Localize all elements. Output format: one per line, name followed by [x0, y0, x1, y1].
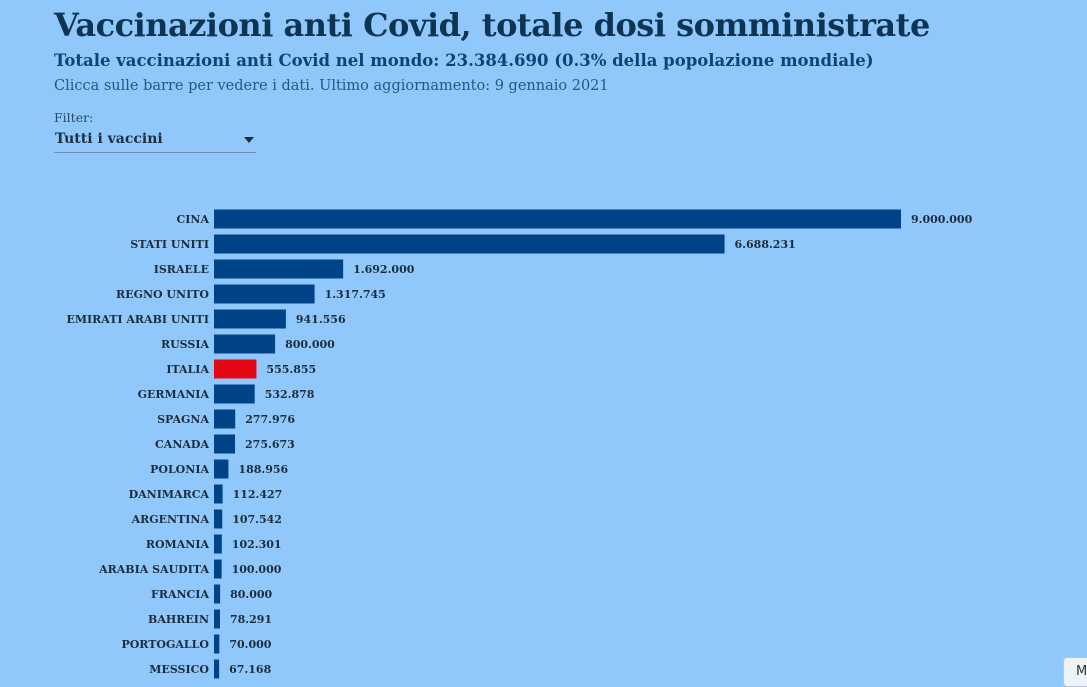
category-label: FRANCIA	[151, 588, 209, 601]
value-label: 80.000	[230, 588, 272, 601]
bar-chart: CINA 9.000.000 STATI UNITI 6.688.231 ISRAELE…	[66, 209, 973, 679]
bar-canada[interactable]	[214, 434, 236, 454]
bar-cina[interactable]	[214, 209, 901, 229]
category-label: CINA	[177, 213, 210, 226]
value-label: 555.855	[266, 363, 316, 376]
chevron-down-icon	[244, 137, 254, 143]
value-label: 112.427	[233, 488, 283, 501]
value-label: 70.000	[229, 638, 271, 651]
bar-francia[interactable]	[214, 584, 221, 604]
filter-label: Filter:	[54, 110, 94, 125]
bar-bahrein[interactable]	[214, 609, 220, 629]
category-label: REGNO UNITO	[116, 288, 209, 301]
category-label: ROMANIA	[146, 538, 210, 551]
bar-polonia[interactable]	[214, 459, 229, 479]
bar-stati-uniti[interactable]	[214, 234, 725, 254]
bar-argentina[interactable]	[214, 509, 223, 529]
category-label: ISRAELE	[154, 263, 209, 276]
value-label: 1.692.000	[353, 263, 415, 276]
category-label: POLONIA	[150, 463, 209, 476]
category-label: SPAGNA	[157, 413, 209, 426]
page-title: Vaccinazioni anti Covid, totale dosi som…	[54, 6, 930, 44]
category-label: STATI UNITI	[130, 238, 209, 251]
value-label: 532.878	[265, 388, 315, 401]
bar-russia[interactable]	[214, 334, 276, 354]
category-label: ARGENTINA	[131, 513, 210, 526]
category-label: GERMANIA	[138, 388, 210, 401]
bar-arabia-saudita[interactable]	[214, 559, 222, 579]
category-label: EMIRATI ARABI UNITI	[66, 313, 209, 326]
bar-messico[interactable]	[214, 659, 220, 679]
category-label: DANIMARCA	[129, 488, 210, 501]
value-label: 188.956	[238, 463, 288, 476]
bar-romania[interactable]	[214, 534, 222, 554]
category-label: MESSICO	[149, 663, 209, 676]
value-label: 800.000	[285, 338, 335, 351]
bar-emirati-arabi-uniti[interactable]	[214, 309, 286, 329]
value-label: 102.301	[232, 538, 282, 551]
value-label: 6.688.231	[735, 238, 796, 251]
corner-button[interactable]: M	[1063, 657, 1087, 687]
category-label: BAHREIN	[148, 613, 209, 626]
value-label: 78.291	[230, 613, 272, 626]
category-label: CANADA	[155, 438, 209, 451]
page-subtitle: Totale vaccinazioni anti Covid nel mondo…	[54, 51, 874, 70]
value-label: 67.168	[229, 663, 271, 676]
category-label: ITALIA	[166, 363, 209, 376]
value-label: 100.000	[232, 563, 282, 576]
value-label: 107.542	[232, 513, 282, 526]
bar-germania[interactable]	[214, 384, 255, 404]
value-label: 277.976	[245, 413, 295, 426]
update-note: Clicca sulle barre per vedere i dati. Ul…	[54, 78, 609, 94]
bar-regno-unito[interactable]	[214, 284, 315, 304]
value-label: 275.673	[245, 438, 295, 451]
bar-italia[interactable]	[214, 359, 257, 379]
value-label: 1.317.745	[325, 288, 386, 301]
category-label: PORTOGALLO	[121, 638, 209, 651]
category-label: RUSSIA	[161, 338, 210, 351]
value-label: 941.556	[296, 313, 346, 326]
filter-selected-value: Tutti i vaccini	[55, 131, 163, 147]
bar-israele[interactable]	[214, 259, 344, 279]
bar-spagna[interactable]	[214, 409, 236, 429]
bar-portogallo[interactable]	[214, 634, 220, 654]
value-label: 9.000.000	[911, 213, 973, 226]
bar-danimarca[interactable]	[214, 484, 223, 504]
vaccine-filter-dropdown[interactable]: Tutti i vaccini	[54, 130, 256, 153]
category-label: ARABIA SAUDITA	[98, 563, 209, 576]
